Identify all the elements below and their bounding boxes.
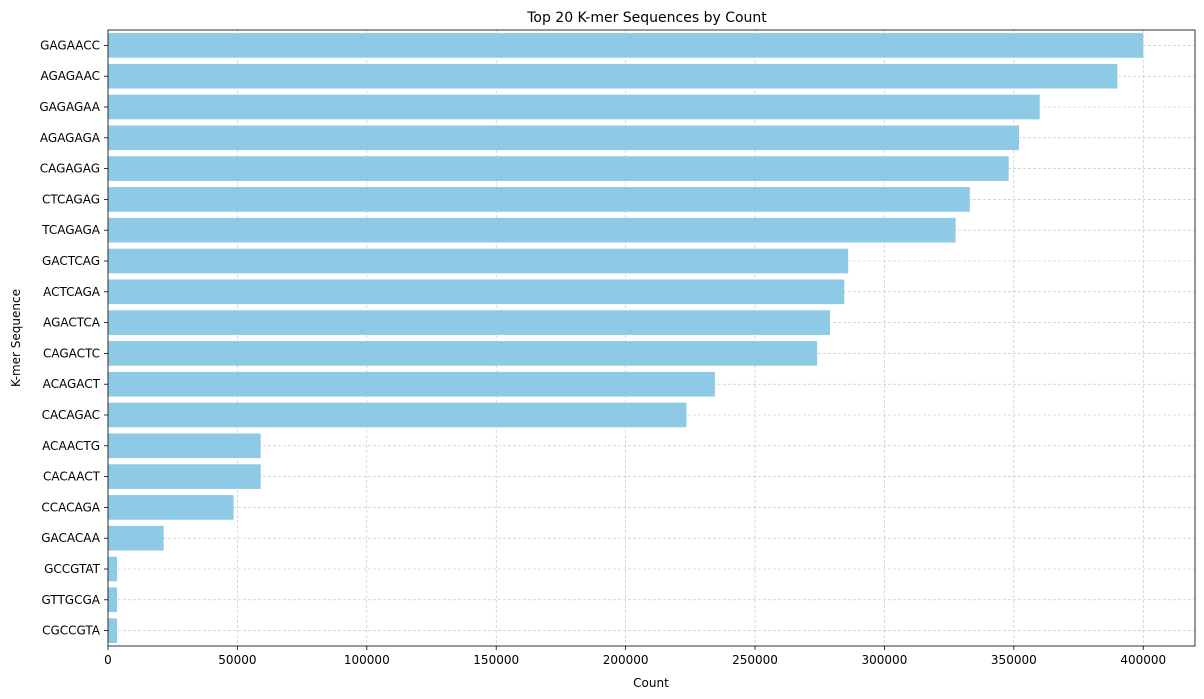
x-tick-label: 150000: [473, 653, 519, 667]
x-axis-label: Count: [633, 676, 669, 690]
x-axis: 0 50000 100000 150000 200000 250000 300000 3500…: [104, 646, 1166, 667]
x-tick-label: 100000: [344, 653, 390, 667]
bar-tcagaga: [108, 217, 956, 243]
y-axis: GAGAACC AGAGAAC GAGAGAA AGAGAGA CAGAGAG CTCAG…: [39, 38, 108, 638]
y-tick-label: CACAACT: [43, 470, 101, 484]
y-tick-label: GCCGTAT: [44, 562, 101, 576]
y-tick-label: CAGACTC: [43, 346, 100, 360]
x-tick-label: 400000: [1120, 653, 1166, 667]
bar-agactca: [108, 310, 831, 335]
y-tick-label: CCACAGA: [41, 500, 100, 514]
y-tick-label: CTCAGAG: [42, 192, 100, 206]
x-tick-label: 350000: [991, 653, 1037, 667]
y-tick-label: ACAGACT: [43, 377, 101, 391]
y-tick-label: GAGAGAA: [39, 100, 100, 114]
x-tick-label: 0: [104, 653, 112, 667]
x-tick-label: 300000: [862, 653, 908, 667]
bar-cagagag: [108, 156, 1009, 181]
bar-cagactc: [108, 341, 818, 366]
y-tick-label: AGAGAGA: [40, 131, 101, 145]
bar-agagaac: [108, 63, 1118, 89]
y-tick-label: GAGAACC: [40, 38, 100, 52]
y-tick-label: AGACTCA: [43, 316, 101, 330]
y-tick-label: ACTCAGA: [43, 285, 101, 299]
bar-cacaact: [108, 464, 261, 489]
bar-gttgcga: [108, 587, 118, 613]
y-tick-label: CACAGAC: [42, 408, 100, 422]
bar-gagaacc: [108, 33, 1144, 58]
bar-ccacaga: [108, 495, 234, 520]
x-tick-label: 50000: [218, 653, 256, 667]
bar-ctcagag: [108, 187, 970, 212]
bar-agagaga: [108, 125, 1020, 151]
grid: [107, 30, 1195, 646]
bar-actcaga: [108, 279, 845, 305]
bar-gccgtat: [108, 556, 118, 582]
y-tick-label: TCAGAGA: [41, 223, 101, 237]
y-tick-label: GACTCAG: [42, 254, 100, 268]
bar-cacagac: [108, 402, 687, 428]
y-tick-label: CGCCGTA: [42, 624, 101, 638]
bars: [108, 33, 1144, 643]
y-tick-label: CAGAGAG: [40, 162, 100, 176]
y-tick-label: GTTGCGA: [41, 593, 100, 607]
x-tick-label: 250000: [732, 653, 778, 667]
y-tick-label: AGAGAAC: [40, 69, 100, 83]
bar-acaactg: [108, 433, 261, 459]
y-tick-label: GACACAA: [41, 531, 101, 545]
x-tick-label: 200000: [603, 653, 649, 667]
bar-gactcag: [108, 248, 849, 274]
plot-frame: [107, 29, 1196, 647]
bar-cgccgta: [108, 618, 118, 643]
y-axis-label: K-mer Sequence: [9, 289, 23, 387]
chart-title: Top 20 K-mer Sequences by Count: [526, 10, 767, 26]
y-tick-label: ACAACTG: [42, 439, 100, 453]
bar-gacacaa: [108, 525, 164, 551]
bar-gagagaa: [108, 94, 1040, 120]
bar-acagact: [108, 371, 715, 397]
